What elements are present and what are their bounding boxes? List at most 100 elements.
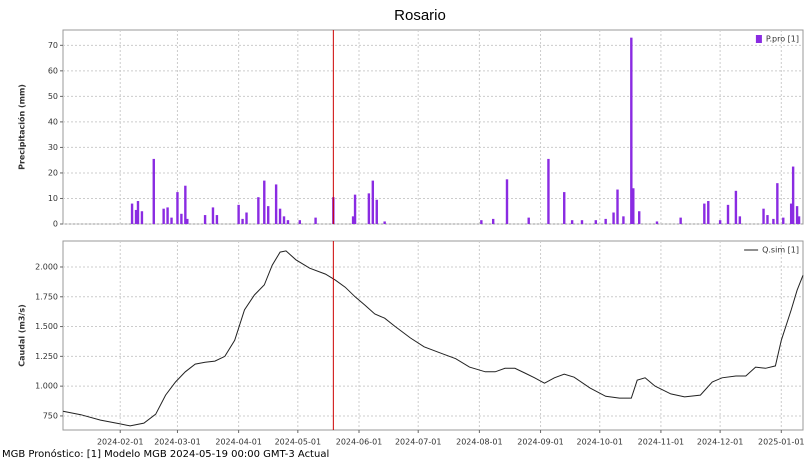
bar bbox=[766, 215, 769, 224]
bar bbox=[298, 220, 301, 224]
bar bbox=[655, 221, 659, 224]
y-axis-label: Caudal (m3/s) bbox=[18, 304, 27, 367]
x-tick-label: 2024-12-01 bbox=[697, 438, 744, 447]
bar bbox=[594, 220, 597, 224]
bar bbox=[632, 188, 635, 224]
bar bbox=[274, 184, 278, 224]
bar bbox=[580, 220, 584, 224]
bar bbox=[383, 221, 386, 224]
bar bbox=[286, 220, 290, 224]
bar bbox=[772, 218, 775, 224]
y-tick-label: 10 bbox=[48, 194, 58, 203]
bar bbox=[480, 220, 483, 224]
bar bbox=[267, 206, 270, 224]
y-tick-label: 1.750 bbox=[35, 292, 58, 301]
bar bbox=[795, 206, 799, 224]
bar bbox=[570, 220, 574, 224]
bar bbox=[162, 208, 165, 224]
x-tick-label: 2024-03-01 bbox=[154, 438, 201, 447]
bar bbox=[136, 201, 140, 224]
x-tick-label: 2024-10-01 bbox=[576, 438, 623, 447]
bar bbox=[703, 203, 706, 224]
bar bbox=[237, 204, 240, 224]
bar bbox=[215, 215, 219, 224]
legend-swatch bbox=[755, 35, 762, 43]
y-axis-label: Precipitación (mm) bbox=[17, 84, 27, 170]
bar bbox=[679, 217, 682, 224]
chart-title: Rosario bbox=[394, 7, 446, 24]
bar bbox=[375, 199, 378, 224]
bar bbox=[211, 207, 215, 224]
bar bbox=[718, 220, 722, 224]
y-tick-label: 1.000 bbox=[35, 382, 58, 391]
bar bbox=[547, 158, 550, 224]
y-tick-label: 1.250 bbox=[35, 352, 58, 361]
y-tick-label: 70 bbox=[48, 41, 58, 50]
legend-label: Q.sim [1] bbox=[762, 246, 799, 255]
bar bbox=[707, 201, 710, 224]
bar bbox=[314, 217, 317, 224]
bar bbox=[263, 180, 266, 224]
bar bbox=[776, 183, 779, 224]
bar bbox=[203, 215, 207, 224]
bar bbox=[241, 218, 244, 224]
bar bbox=[782, 217, 785, 224]
plot-area bbox=[62, 29, 804, 225]
bar bbox=[184, 185, 187, 224]
bar bbox=[738, 216, 742, 224]
x-tick-label: 2024-09-01 bbox=[517, 438, 564, 447]
bar bbox=[491, 218, 495, 224]
bar bbox=[638, 211, 641, 224]
bar bbox=[186, 218, 189, 224]
bar bbox=[630, 37, 633, 224]
y-tick-label: 60 bbox=[48, 66, 58, 75]
x-tick-label: 2024-07-01 bbox=[395, 438, 442, 447]
y-tick-label: 40 bbox=[48, 117, 58, 126]
bar bbox=[371, 180, 375, 224]
bar bbox=[152, 158, 155, 224]
x-tick-label: 2025-01-01 bbox=[758, 438, 805, 447]
bar bbox=[791, 166, 795, 224]
bar bbox=[612, 212, 615, 224]
bar bbox=[245, 212, 248, 224]
x-tick-label: 2024-02-01 bbox=[97, 438, 144, 447]
y-tick-label: 30 bbox=[48, 143, 58, 152]
bar bbox=[353, 194, 357, 224]
x-tick-label: 2024-06-01 bbox=[336, 438, 383, 447]
y-tick-label: 2.000 bbox=[35, 262, 58, 271]
bar bbox=[170, 217, 173, 224]
y-tick-label: 20 bbox=[48, 168, 58, 177]
bar bbox=[278, 208, 282, 224]
bar bbox=[140, 211, 144, 224]
y-tick-label: 750 bbox=[43, 411, 58, 420]
bar bbox=[527, 217, 530, 224]
bar bbox=[604, 218, 607, 224]
x-tick-label: 2024-05-01 bbox=[275, 438, 322, 447]
bar bbox=[505, 179, 509, 224]
bar bbox=[622, 216, 625, 224]
y-tick-label: 50 bbox=[48, 92, 58, 101]
bar bbox=[282, 216, 286, 224]
y-tick-label: 0 bbox=[53, 220, 58, 229]
legend-label: P.pro [1] bbox=[766, 35, 799, 44]
bar bbox=[563, 192, 566, 224]
bar bbox=[166, 207, 169, 224]
bar bbox=[762, 208, 765, 224]
bar bbox=[797, 216, 801, 224]
bar bbox=[726, 204, 730, 224]
x-tick-label: 2024-08-01 bbox=[456, 438, 503, 447]
line bbox=[62, 250, 804, 427]
y-tick-label: 1.500 bbox=[35, 322, 58, 331]
x-tick-label: 2024-11-01 bbox=[638, 438, 685, 447]
bar bbox=[134, 209, 138, 224]
bar bbox=[130, 203, 134, 224]
bar bbox=[351, 216, 355, 224]
x-tick-label: 2024-04-01 bbox=[215, 438, 262, 447]
plot-area bbox=[62, 240, 804, 431]
bar bbox=[734, 190, 738, 224]
footer: MGB Pronóstico: [1] Modelo MGB 2024-05-1… bbox=[2, 448, 329, 460]
bar bbox=[367, 193, 371, 224]
bar bbox=[616, 189, 619, 224]
